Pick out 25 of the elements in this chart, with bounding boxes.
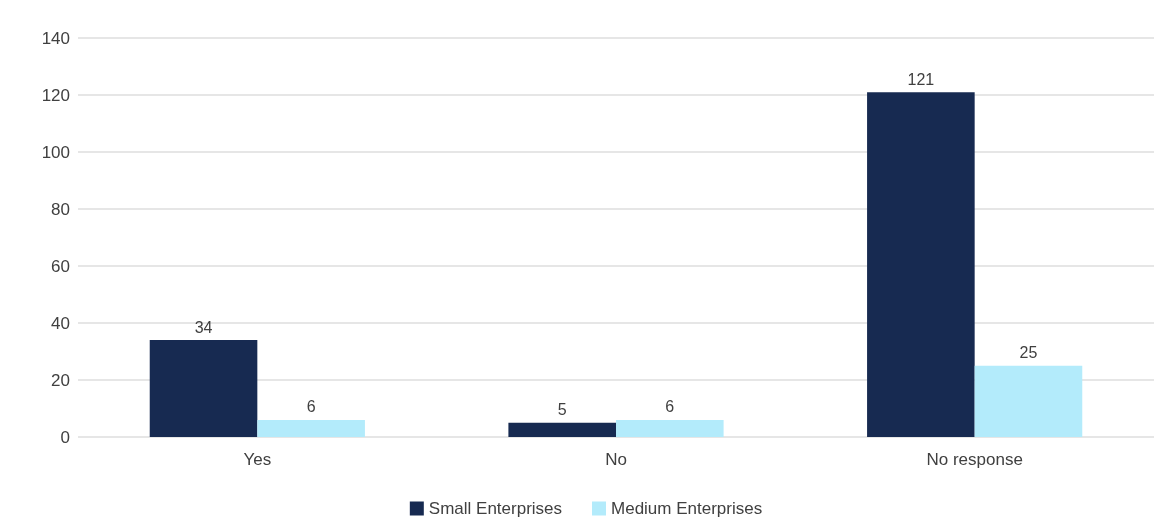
legend-label: Medium Enterprises — [611, 499, 763, 518]
y-tick-label: 40 — [51, 313, 70, 333]
y-tick-label: 60 — [51, 256, 70, 276]
legend-label: Small Enterprises — [428, 499, 563, 518]
x-tick-label: No — [605, 450, 627, 469]
x-tick-label: No response — [926, 450, 1023, 469]
data-label: 6 — [665, 398, 675, 416]
y-tick-label: 20 — [51, 370, 70, 390]
x-tick-label: Yes — [243, 450, 272, 469]
bar — [257, 419, 365, 437]
data-label: 34 — [194, 318, 213, 336]
bar — [867, 92, 975, 437]
data-label: 25 — [1019, 344, 1038, 362]
y-tick-label: 120 — [41, 85, 70, 105]
data-label: 6 — [306, 398, 316, 416]
bar — [508, 422, 616, 437]
bar — [974, 365, 1083, 437]
bar — [149, 340, 258, 437]
y-tick-label: 0 — [60, 427, 70, 447]
data-label: 5 — [557, 401, 567, 419]
y-tick-label: 100 — [41, 142, 70, 162]
y-tick-label: 80 — [51, 199, 70, 219]
data-label: 121 — [907, 70, 935, 88]
y-tick-label: 140 — [41, 28, 70, 48]
bar — [616, 419, 724, 437]
